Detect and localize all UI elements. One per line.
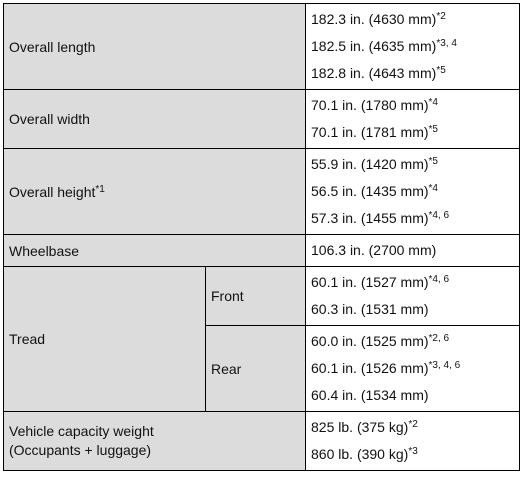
value-line: 182.3 in. (4630 mm)*2 [311, 6, 514, 33]
value-line: 60.0 in. (1525 mm)*2, 6 [311, 328, 514, 355]
value-text: 55.9 in. (1420 mm) [311, 156, 429, 172]
footnote-mark: *4 [428, 97, 438, 108]
footnote-mark: *2 [408, 419, 418, 430]
values-cell: 106.3 in. (2700 mm) [305, 234, 521, 267]
table-row: Vehicle capacity weight (Occupants + lugg… [2, 411, 521, 471]
value-line: 60.3 in. (1531 mm) [311, 296, 514, 323]
value-line: 57.3 in. (1455 mm)*4, 6 [311, 205, 514, 232]
footnote-mark: *2 [436, 11, 446, 22]
value-line: 70.1 in. (1781 mm)*5 [311, 119, 514, 146]
values-cell: 55.9 in. (1420 mm)*5 56.5 in. (1435 mm)*4… [305, 148, 521, 235]
value-line: 55.9 in. (1420 mm)*5 [311, 151, 514, 178]
value-text: 825 lb. (375 kg) [311, 419, 409, 435]
values-cell: 70.1 in. (1780 mm)*4 70.1 in. (1781 mm)*5 [305, 89, 521, 149]
value-line: 56.5 in. (1435 mm)*4 [311, 178, 514, 205]
value-text: 70.1 in. (1781 mm) [311, 124, 429, 140]
value-text: 60.1 in. (1526 mm) [311, 360, 429, 376]
value-text: 60.1 in. (1527 mm) [311, 274, 429, 290]
values-cell: 825 lb. (375 kg)*2 860 lb. (390 kg)*3 [305, 411, 521, 471]
value-line: 60.1 in. (1527 mm)*4, 6 [311, 269, 514, 296]
label-text: Overall length [9, 38, 96, 55]
values-cell: 60.0 in. (1525 mm)*2, 6 60.1 in. (1526 mm… [305, 325, 521, 412]
footnote-mark: *1 [95, 183, 105, 195]
label-line: Vehicle capacity weight [9, 423, 154, 439]
value-text: 60.3 in. (1531 mm) [311, 301, 429, 317]
value-line: 60.4 in. (1534 mm) [311, 382, 514, 409]
value-line: 182.5 in. (4635 mm)*3, 4 [311, 33, 514, 60]
table-row: Rear 60.0 in. (1525 mm)*2, 6 60.1 in. (152… [4, 325, 521, 412]
footnote-mark: *3 [408, 446, 418, 457]
row-label: Rear [204, 325, 307, 412]
value-line: 106.3 in. (2700 mm) [311, 237, 514, 264]
footnote-mark: *5 [428, 156, 438, 167]
footnote-mark: *3, 4, 6 [428, 360, 461, 371]
value-text: 60.4 in. (1534 mm) [311, 387, 429, 403]
values-cell: 182.3 in. (4630 mm)*2 182.5 in. (4635 mm)… [305, 3, 521, 90]
table-row: Wheelbase 106.3 in. (2700 mm) [2, 234, 521, 267]
row-label: Wheelbase [2, 234, 307, 267]
label-text: Front [211, 288, 244, 304]
value-line: 825 lb. (375 kg)*2 [311, 414, 514, 441]
value-text: 182.3 in. (4630 mm) [311, 11, 437, 27]
row-label: Overall width [2, 89, 307, 149]
row-label: Overall height*1 [2, 148, 307, 235]
values-cell: 60.1 in. (1527 mm)*4, 6 60.3 in. (1531 mm… [305, 266, 521, 326]
footnote-mark: *4, 6 [428, 274, 450, 285]
footnote-mark: *5 [436, 65, 446, 76]
value-text: 182.5 in. (4635 mm) [311, 38, 437, 54]
table-row: Overall width 70.1 in. (1780 mm)*4 70.1 in… [2, 89, 521, 149]
table-row: Overall height*1 55.9 in. (1420 mm)*5 56.5… [2, 148, 521, 235]
footnote-mark: *3, 4 [436, 38, 457, 49]
value-line: 860 lb. (390 kg)*3 [311, 441, 514, 468]
value-text: 860 lb. (390 kg) [311, 446, 409, 462]
value-line: 182.8 in. (4643 mm)*5 [311, 60, 514, 87]
label-text: Tread [9, 331, 46, 347]
value-text: 106.3 in. (2700 mm) [311, 242, 437, 258]
row-label: Overall length [2, 3, 307, 90]
row-label: Front [204, 266, 307, 326]
table-row: Tread Front 60.1 in. (1527 mm)*4, 6 60.3 in… [3, 266, 521, 412]
label-text: Overall width [9, 111, 90, 127]
row-label: Tread [3, 266, 206, 412]
value-text: 182.8 in. (4643 mm) [311, 65, 437, 81]
spec-table: Overall length 182.3 in. (4630 mm)*2 182.5… [2, 3, 521, 471]
value-text: 60.0 in. (1525 mm) [311, 333, 429, 349]
footnote-mark: *2, 6 [428, 333, 450, 344]
label-text: Wheelbase [9, 242, 80, 259]
table-row: Overall length 182.3 in. (4630 mm)*2 182.5… [2, 3, 521, 90]
value-line: 60.1 in. (1526 mm)*3, 4, 6 [311, 355, 514, 382]
value-text: 57.3 in. (1455 mm) [311, 210, 429, 226]
value-line: 70.1 in. (1780 mm)*4 [311, 92, 514, 119]
label-lines: Vehicle capacity weight (Occupants + lugg… [9, 422, 300, 460]
value-text: 56.5 in. (1435 mm) [311, 183, 429, 199]
footnote-mark: *4 [428, 183, 438, 194]
value-text: 70.1 in. (1780 mm) [311, 97, 429, 113]
label-text: Overall height [9, 183, 96, 200]
label-text: Rear [211, 360, 242, 377]
row-label: Vehicle capacity weight (Occupants + lugg… [2, 411, 307, 471]
footnote-mark: *4, 6 [428, 210, 450, 221]
footnote-mark: *5 [428, 124, 438, 135]
label-line: (Occupants + luggage) [9, 442, 152, 458]
